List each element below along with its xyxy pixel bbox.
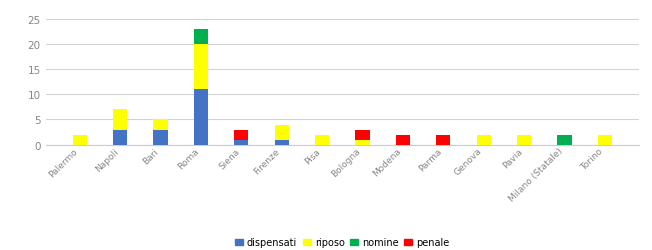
Bar [355, 140, 370, 145]
Bar [153, 130, 168, 145]
Bar [194, 30, 208, 45]
Bar [113, 110, 127, 130]
Bar [234, 130, 248, 140]
Bar [274, 140, 289, 145]
Bar [517, 135, 531, 145]
Bar [153, 120, 168, 130]
Bar [274, 125, 289, 140]
Bar [396, 135, 410, 145]
Bar [72, 135, 87, 145]
Bar [194, 90, 208, 145]
Bar [194, 45, 208, 90]
Legend: dispensati, riposo, nomine, penale: dispensati, riposo, nomine, penale [231, 234, 453, 250]
Bar [315, 135, 329, 145]
Bar [477, 135, 491, 145]
Bar [113, 130, 127, 145]
Bar [436, 135, 451, 145]
Bar [355, 130, 370, 140]
Bar [234, 140, 248, 145]
Bar [598, 135, 612, 145]
Bar [557, 135, 572, 145]
